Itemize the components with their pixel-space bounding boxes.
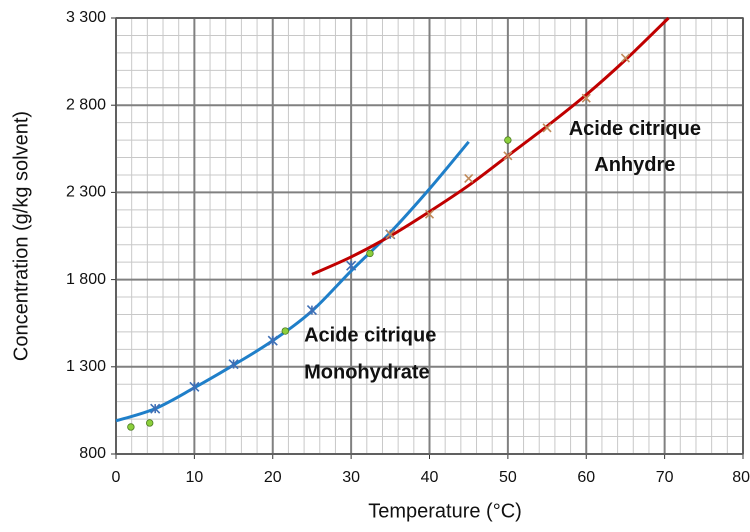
y-tick-label: 3 300: [66, 9, 106, 26]
cross-marker: [385, 229, 395, 239]
y-tick-label: 2 800: [66, 96, 106, 113]
asterisk-marker: [267, 335, 278, 346]
x-tick-label: 10: [185, 469, 203, 486]
x-tick-label: 20: [264, 469, 282, 486]
annotation: Acide citrique: [569, 118, 701, 140]
dot-marker: [504, 136, 512, 144]
asterisk-marker: [306, 305, 318, 316]
y-tick-label: 1 300: [66, 358, 106, 375]
x-tick-label: 50: [499, 469, 517, 486]
series-line: [311, 16, 670, 276]
annotation: Acide citrique: [304, 324, 436, 346]
x-tick-label: 80: [732, 469, 750, 486]
asterisk-marker: [228, 359, 239, 370]
cross-marker: [464, 173, 474, 184]
dot-marker: [366, 249, 374, 258]
annotation: Monohydrate: [304, 361, 430, 383]
cross-marker: [424, 209, 435, 219]
cross-marker: [581, 93, 591, 103]
x-tick-label: 60: [577, 469, 595, 486]
y-tick-label: 2 300: [66, 184, 106, 201]
cross-marker: [542, 123, 552, 133]
x-tick-label: 40: [421, 469, 439, 486]
x-axis-title: Temperature (°C): [368, 500, 522, 522]
series-line: [115, 140, 470, 423]
cross-marker: [503, 151, 513, 161]
x-tick-label: 30: [342, 469, 360, 486]
asterisk-marker: [189, 381, 200, 392]
y-tick-label: 1 800: [66, 271, 106, 288]
cross-marker: [620, 53, 631, 63]
y-tick-label: 800: [79, 445, 106, 462]
plot-frame: [115, 17, 744, 455]
x-tick-label: 0: [112, 469, 121, 486]
dot-marker: [127, 423, 135, 431]
dot-marker: [146, 419, 154, 427]
asterisk-marker: [346, 260, 357, 271]
y-axis-title: Concentration (g/kg solvent): [10, 111, 32, 361]
asterisk-marker: [150, 403, 161, 414]
dot-marker: [281, 327, 289, 335]
x-tick-label: 70: [656, 469, 674, 486]
annotation: Anhydre: [594, 154, 675, 176]
